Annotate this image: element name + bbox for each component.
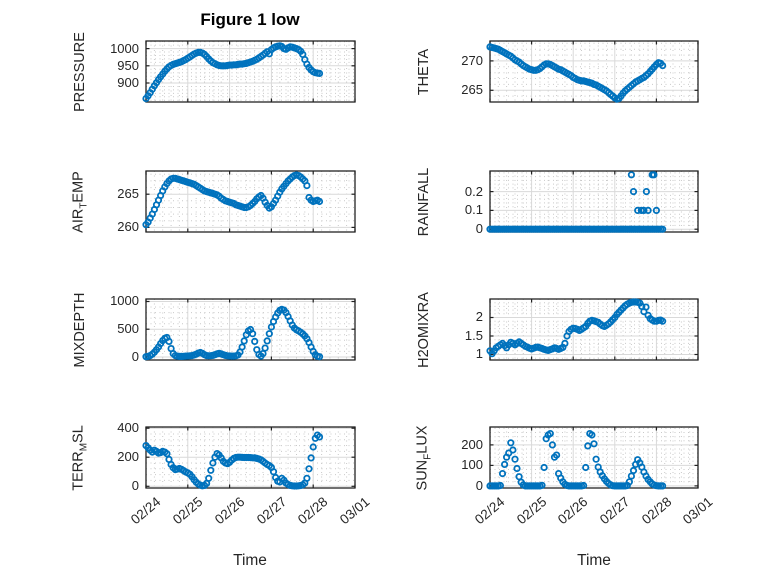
subplot-sunflux [486,426,699,490]
x-tick-label: 02/24 [128,494,164,528]
y-tick-label: 1000 [110,293,139,309]
y-tick-label: 200 [117,449,139,465]
y-tick-label: 100 [461,457,483,473]
y-tick-label: 0.1 [464,202,483,218]
x-tick-label: 03/01 [337,494,373,528]
x-tick-label: 02/27 [253,494,290,528]
x-tick-label: 02/27 [596,494,633,528]
y-axis-label-theta: THETA [416,48,432,95]
y-axis-label-airtemp: AIRTEMP [70,170,90,233]
y-tick-label: 1.5 [464,327,483,343]
subplot-rainfall [486,170,699,233]
x-tick-label: 02/28 [295,494,331,528]
y-tick-label: 265 [117,186,139,202]
y-axis-label-sunflux: SUNFLUX [414,425,434,490]
x-tick-label: 02/25 [169,494,206,528]
x-tick-label: 02/25 [513,494,550,528]
y-tick-label: 400 [117,420,139,436]
y-tick-label: 270 [461,52,483,68]
y-tick-label: 265 [461,82,483,98]
x-axis-title-left: Time [233,552,267,569]
y-tick-label: 900 [117,75,139,91]
y-tick-label: 0 [475,477,483,493]
subplot-pressure [142,40,356,103]
x-tick-label: 02/28 [638,494,675,528]
y-axis-label-terrmsl: TERRMSL [70,424,90,491]
x-tick-label: 03/01 [680,494,716,528]
y-tick-label: 0 [131,348,139,364]
x-tick-label: 02/24 [472,494,508,528]
subplot-h2omixra [486,298,699,361]
y-tick-label: 0 [475,221,483,237]
y-tick-label: 0 [131,478,139,494]
y-tick-label: 1 [475,346,483,362]
figure-title: Figure 1 low [200,10,300,29]
subplot-airtemp [142,170,356,233]
x-tick-label: 02/26 [211,494,248,528]
y-tick-label: 2 [475,309,483,325]
y-tick-label: 1000 [110,40,139,56]
y-tick-label: 0.2 [464,183,483,199]
x-axis-title-right: Time [577,552,611,569]
y-axis-label-rainfall: RAINFALL [416,167,432,236]
y-axis-label-h2omixra: H2OMIXRA [416,291,432,368]
y-tick-label: 200 [461,436,483,452]
y-axis-label-mixdepth: MIXDEPTH [72,292,88,367]
y-axis-label-pressure: PRESSURE [72,31,88,112]
subplot-terrmsl [142,426,356,490]
x-tick-label: 02/26 [555,494,591,528]
y-tick-label: 260 [117,219,139,235]
y-tick-label: 500 [117,321,139,337]
subplot-theta [486,40,699,103]
y-tick-label: 950 [117,57,139,73]
subplot-mixdepth [142,298,356,361]
